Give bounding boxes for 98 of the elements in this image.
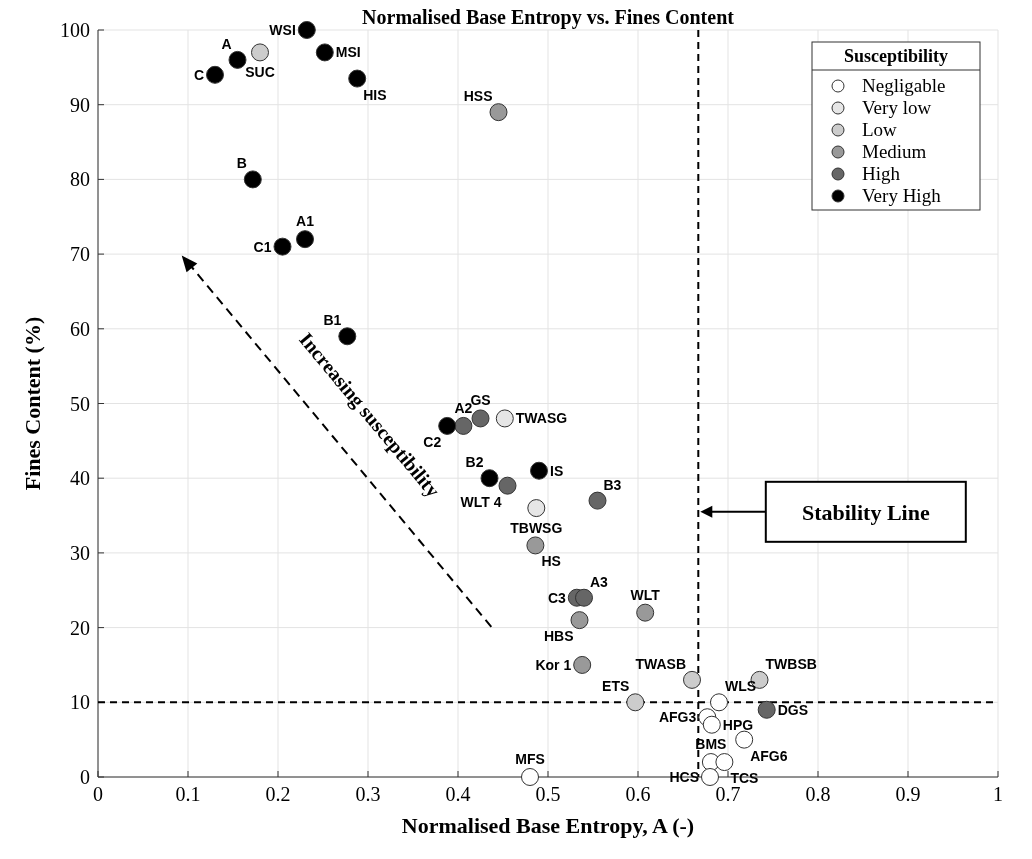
x-tick-label: 0.4: [445, 783, 471, 805]
point: [206, 65, 224, 84]
legend-label: High: [862, 163, 901, 184]
point: [296, 230, 314, 249]
point: [710, 693, 728, 712]
annotation: C1: [253, 238, 272, 255]
annotation: A1: [296, 213, 315, 230]
point: [526, 536, 545, 555]
annotation: WLT 4: [460, 493, 502, 510]
point: [438, 416, 457, 435]
y-tick-label: 40: [70, 467, 90, 490]
annotation: B1: [323, 312, 342, 329]
point: [348, 69, 367, 88]
y-tick-label: 60: [70, 317, 90, 340]
x-tick-label: 0.2: [265, 783, 291, 805]
x-axis-title: Normalised Base Entropy, A (-): [401, 813, 695, 838]
annotation: AFG3: [658, 709, 697, 726]
point: [636, 603, 655, 622]
annotation: HSS: [463, 88, 493, 105]
point: [243, 170, 262, 189]
point: [297, 21, 316, 39]
point: [495, 409, 514, 428]
point: [702, 715, 721, 734]
legend-label: Very High: [862, 185, 942, 206]
annotation: HCS: [669, 769, 699, 785]
y-tick-label: 50: [70, 392, 90, 415]
annotation: B2: [465, 454, 484, 471]
x-tick-label: 0.1: [175, 783, 201, 805]
annotation: SUC: [245, 64, 275, 81]
annotation: Kor 1: [535, 656, 572, 673]
legend-label: Low: [862, 119, 898, 140]
annotation: TWBSB: [765, 655, 817, 672]
point: [530, 461, 548, 480]
legend-title: Susceptibility: [843, 46, 949, 66]
x-tick-label: 0.3: [355, 783, 381, 805]
point: [273, 237, 292, 256]
annotation: AFG6: [750, 747, 788, 764]
y-tick-label: 70: [70, 243, 90, 266]
x-tick-label: 0.5: [535, 783, 561, 805]
point: [735, 730, 754, 749]
annotation: MSI: [335, 44, 361, 61]
point: [251, 43, 269, 62]
annotation: A3: [590, 573, 609, 590]
annotation: HPG: [722, 716, 754, 733]
annotation: B: [236, 155, 247, 172]
y-tick-label: 100: [60, 19, 90, 41]
point: [471, 409, 490, 428]
y-tick-label: 0: [80, 766, 90, 788]
y-tick-label: 90: [70, 93, 90, 116]
point: [527, 499, 546, 518]
annotation: HS: [541, 553, 561, 570]
point: [521, 768, 539, 786]
annotation: HIS: [363, 86, 387, 103]
legend-label: Very low: [862, 97, 932, 118]
point: [480, 469, 499, 488]
point: [315, 43, 334, 62]
point: [489, 103, 508, 122]
annotation: IS: [550, 462, 564, 479]
legend-label: Medium: [862, 141, 927, 162]
point: [498, 476, 517, 495]
annotation: WSI: [269, 22, 296, 38]
point: [701, 768, 719, 786]
annotation: B3: [603, 476, 622, 493]
y-tick-label: 30: [70, 541, 90, 564]
y-tick-label: 80: [70, 168, 90, 191]
annotation: WLT: [630, 586, 661, 603]
x-tick-label: 0.6: [625, 783, 651, 805]
annotation: ETS: [602, 678, 630, 695]
point: [228, 50, 247, 69]
y-tick-label: 10: [70, 691, 90, 714]
point: [570, 611, 589, 630]
x-tick-label: 1: [993, 783, 1003, 805]
annotation: C3: [547, 589, 566, 606]
point: [573, 655, 592, 674]
annotation: WLS: [725, 678, 757, 695]
annotation: C: [193, 66, 204, 83]
annotation: TWASB: [635, 655, 686, 672]
annotation: Stability Line: [801, 499, 930, 525]
point: [588, 491, 607, 510]
annotation: TBWSG: [510, 520, 563, 537]
point: [757, 700, 776, 719]
annotation: TWASG: [515, 410, 568, 427]
point: [626, 693, 645, 712]
x-tick-label: 0.8: [805, 783, 831, 805]
y-axis-title: Fines Content (%): [20, 316, 45, 491]
point: [683, 670, 701, 689]
legend-label: Negligable: [862, 75, 946, 96]
point: [454, 416, 473, 435]
point: [575, 588, 593, 607]
y-tick-label: 20: [70, 616, 90, 639]
x-tick-label: 0.9: [895, 783, 921, 805]
annotation: A: [221, 35, 232, 52]
annotation: BMS: [695, 736, 727, 753]
annotation: DGS: [777, 701, 809, 718]
point: [715, 753, 734, 772]
annotation: MFS: [515, 751, 545, 767]
chart-title: Normalised Base Entropy vs. Fines Content: [362, 6, 735, 29]
annotation: HBS: [543, 628, 574, 645]
